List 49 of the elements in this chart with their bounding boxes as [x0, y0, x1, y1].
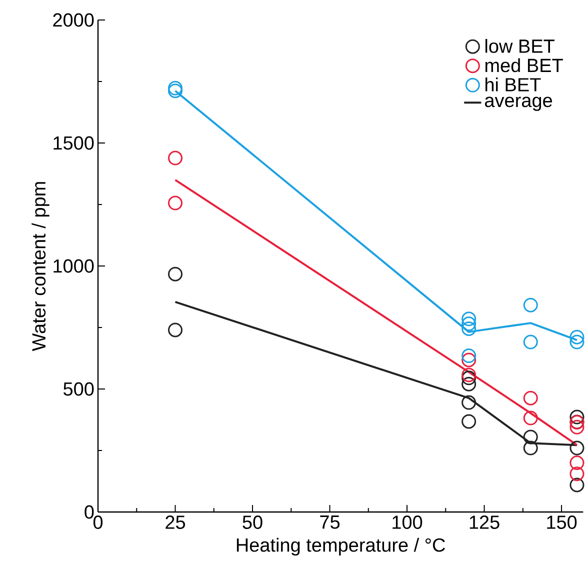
legend-label: low BET — [485, 38, 554, 53]
point — [523, 334, 538, 350]
point — [523, 298, 538, 312]
point — [462, 370, 476, 386]
x-tick-label: 150 — [547, 516, 577, 529]
point — [570, 410, 584, 424]
point — [462, 316, 476, 332]
point — [570, 456, 584, 470]
point — [168, 266, 183, 282]
point — [168, 150, 183, 166]
y-tick-label: 2000 — [53, 13, 94, 27]
x-axis-title: Heating temperature / °C — [236, 538, 445, 556]
x-tick-label: 100 — [392, 516, 422, 529]
point — [570, 466, 584, 482]
legend-label: average — [485, 96, 552, 111]
point — [570, 420, 584, 434]
point — [462, 395, 476, 410]
point — [523, 390, 538, 406]
point — [570, 440, 584, 456]
point — [523, 440, 538, 456]
x-tick-label: 50 — [242, 516, 262, 529]
point — [570, 334, 584, 350]
x-tick-label: 0 — [93, 516, 103, 529]
point — [462, 321, 476, 336]
point — [168, 84, 183, 98]
y-tick-label: 1000 — [54, 259, 94, 273]
point — [462, 312, 476, 326]
y-tick-label: 0 — [84, 505, 94, 519]
y-tick-label: 1500 — [54, 136, 94, 150]
point — [462, 376, 476, 392]
legend-label: med BET — [485, 58, 563, 72]
point — [570, 478, 584, 492]
point — [168, 196, 183, 210]
x-tick-label: 25 — [166, 516, 186, 529]
point — [462, 352, 476, 368]
x-tick-label: 125 — [470, 516, 500, 529]
x-tick-label: 75 — [320, 516, 340, 529]
y-axis-title: Water content / ppm — [32, 182, 50, 352]
point — [462, 368, 476, 382]
line-series — [174, 178, 578, 446]
point — [168, 322, 183, 338]
point — [523, 410, 538, 426]
y-tick-label: 500 — [64, 382, 94, 396]
point — [462, 348, 476, 364]
point — [462, 414, 476, 429]
legend-label: hi BET — [486, 77, 541, 92]
point — [168, 80, 183, 96]
point — [570, 330, 584, 344]
point — [523, 430, 538, 444]
